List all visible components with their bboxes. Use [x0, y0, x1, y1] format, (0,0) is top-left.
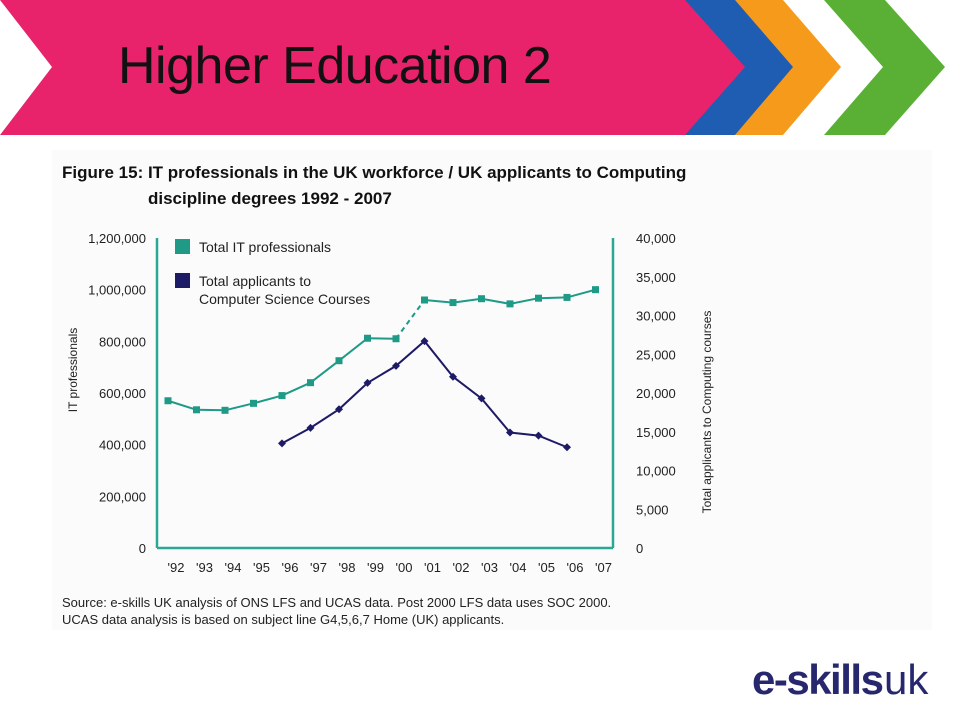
- x-tick-label: '98: [339, 560, 356, 575]
- x-tick-label: '97: [310, 560, 327, 575]
- applicants-series-line: [281, 339, 568, 449]
- x-tick-label: '94: [225, 560, 242, 575]
- applicants-series-point: [363, 378, 372, 387]
- x-tick-label: '02: [453, 560, 470, 575]
- it-series-segment: [566, 288, 596, 299]
- it-series-segment: [538, 296, 568, 300]
- applicants-series-point: [335, 405, 343, 414]
- legend-swatch-it-professionals: [175, 239, 190, 254]
- applicants-series-point: [506, 428, 514, 437]
- it-series-segment: [309, 359, 340, 384]
- it-series-point: [307, 379, 314, 387]
- logo-text-main: e-skills: [752, 656, 883, 703]
- applicants-series-point: [420, 337, 429, 346]
- applicants-series-point: [392, 361, 400, 370]
- it-series-segment: [367, 337, 397, 340]
- it-series-point: [478, 295, 485, 303]
- x-tick-label: '05: [538, 560, 555, 575]
- y-right-tick-label: 25,000: [636, 347, 676, 362]
- y-right-tick-label: 5,000: [636, 502, 669, 517]
- source-line1: Source: e-skills UK analysis of ONS LFS …: [62, 595, 612, 610]
- y-right-tick-label: 35,000: [636, 270, 676, 285]
- it-series-point: [421, 296, 428, 304]
- applicants-series-point: [477, 394, 486, 403]
- figure-title: Figure 15: IT professionals in the UK wo…: [62, 160, 742, 212]
- y-left-tick-label: 800,000: [99, 334, 146, 349]
- y-left-axis-title: IT professionals: [66, 328, 80, 413]
- source-line2: UCAS data analysis is based on subject l…: [62, 612, 505, 627]
- it-series-segment: [167, 399, 197, 411]
- it-series-point: [592, 286, 599, 294]
- x-tick-label: '99: [367, 560, 384, 575]
- logo-text-uk: uk: [884, 656, 929, 703]
- y-right-tick-label: 30,000: [636, 309, 676, 324]
- x-tick-label: '92: [168, 560, 185, 575]
- it-series-segment: [338, 337, 369, 362]
- legend-label-it-professionals: Total IT professionals: [199, 239, 331, 255]
- x-tick-label: '93: [196, 560, 213, 575]
- y-left-tick-label: 200,000: [99, 489, 146, 504]
- x-tick-label: '06: [567, 560, 584, 575]
- it-series-point: [364, 334, 371, 342]
- it-series-segment: [224, 402, 254, 412]
- y-right-tick-label: 10,000: [636, 464, 676, 479]
- y-left-tick-label: 600,000: [99, 386, 146, 401]
- y-right-tick-label: 20,000: [636, 386, 676, 401]
- legend-label-applicants-line1: Total applicants to: [199, 273, 311, 289]
- it-series-segment: [253, 394, 283, 405]
- y-left-tick-label: 1,200,000: [88, 231, 146, 246]
- banner-pink-arrow: [0, 0, 745, 135]
- it-series-segment: [452, 297, 482, 304]
- it-series-point: [193, 406, 200, 414]
- it-series-dashed-segment: [395, 299, 426, 340]
- it-series-point: [506, 300, 514, 308]
- y-right-tick-label: 0: [636, 541, 643, 556]
- y-right-axis-title: Total applicants to Computing courses: [700, 311, 714, 514]
- it-series-point: [164, 397, 172, 405]
- it-series-segment: [281, 381, 311, 397]
- legend-swatch-applicants: [175, 273, 190, 288]
- slide-title: Higher Education 2: [118, 37, 552, 95]
- it-series-point: [335, 357, 343, 365]
- figure-title-line2: discipline degrees 1992 - 2007: [148, 189, 392, 208]
- title-banner: [0, 0, 945, 135]
- figure-title-line1: Figure 15: IT professionals in the UK wo…: [62, 163, 687, 182]
- it-series-point: [449, 299, 457, 307]
- banner-green-chevron: [824, 0, 945, 135]
- applicants-series-point: [306, 423, 315, 432]
- x-tick-label: '04: [510, 560, 527, 575]
- x-tick-label: '95: [253, 560, 270, 575]
- figure-source-note: Source: e-skills UK analysis of ONS LFS …: [62, 594, 728, 628]
- it-series-point: [250, 399, 257, 407]
- x-tick-label: '01: [424, 560, 441, 575]
- it-series-point: [278, 392, 286, 400]
- it-series-segment: [481, 297, 511, 305]
- applicants-series-point: [449, 372, 457, 381]
- y-left-tick-label: 0: [139, 541, 146, 556]
- x-tick-label: '07: [595, 560, 612, 575]
- it-series-segment: [196, 408, 226, 412]
- it-series-segment: [424, 299, 454, 304]
- applicants-series-point: [534, 431, 543, 440]
- applicants-series-point: [563, 443, 571, 452]
- x-tick-label: '03: [481, 560, 498, 575]
- y-left-tick-label: 400,000: [99, 438, 146, 453]
- e-skills-uk-logo: e-skills uk: [752, 656, 929, 703]
- y-right-tick-label: 40,000: [636, 231, 676, 246]
- it-series-point: [392, 335, 400, 343]
- y-right-tick-label: 15,000: [636, 425, 676, 440]
- y-left-tick-label: 1,000,000: [88, 283, 146, 298]
- x-tick-label: '00: [396, 560, 413, 575]
- it-series-point: [221, 406, 229, 414]
- it-series-point: [563, 293, 571, 301]
- x-tick-label: '96: [282, 560, 299, 575]
- legend-label-applicants-line2: Computer Science Courses: [199, 291, 370, 307]
- figure-panel: [52, 150, 932, 630]
- it-series-point: [535, 294, 542, 302]
- it-series-segment: [509, 297, 539, 305]
- applicants-series-point: [278, 439, 286, 448]
